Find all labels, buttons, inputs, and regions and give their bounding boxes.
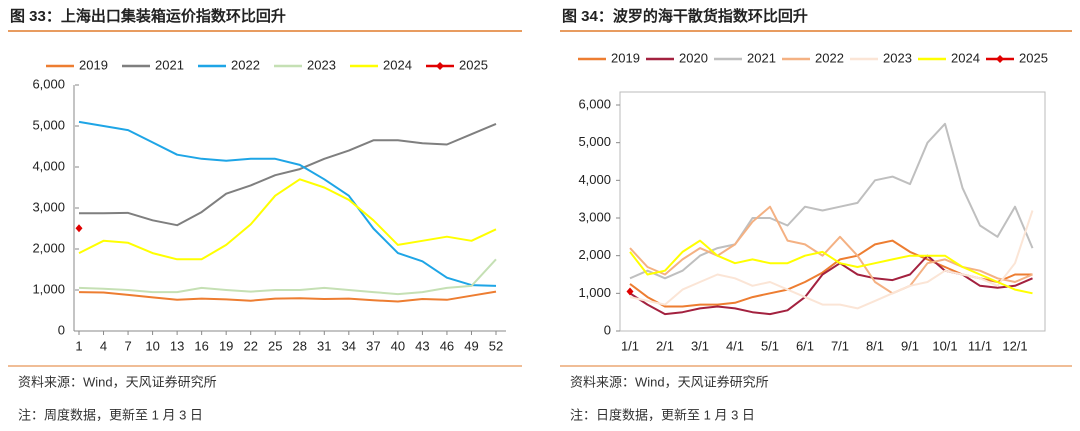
series-line [629, 122, 1034, 280]
y-tick-label: 1,000 [32, 281, 65, 296]
legend-label: 2024 [951, 50, 980, 65]
x-tick-label: 7/1 [831, 338, 849, 353]
legend-label: 2024 [383, 57, 412, 72]
y-tick-label: 5,000 [32, 117, 65, 132]
series-line [629, 239, 1033, 295]
x-tick-label: 10/1 [932, 338, 957, 353]
x-tick-label: 9/1 [901, 338, 919, 353]
y-tick-label: 2,000 [578, 247, 611, 262]
legend-label: 2022 [815, 50, 844, 65]
series-line [78, 120, 497, 287]
data-point [626, 287, 634, 296]
x-tick-label: 6/1 [796, 338, 814, 353]
source: 资料来源：Wind，天风证券研究所 [18, 374, 217, 389]
x-tick-label: 13 [170, 338, 184, 353]
y-tick-label: 4,000 [578, 172, 611, 187]
x-tick-label: 28 [293, 338, 307, 353]
legend-label: 2022 [231, 57, 260, 72]
chart-title: 图 34：波罗的海干散货指数环比回升 [562, 7, 808, 25]
series-line [78, 258, 497, 296]
series-line [78, 290, 497, 303]
legend-label: 2019 [79, 57, 108, 72]
y-tick-label: 1,000 [578, 285, 611, 300]
x-tick-label: 4/1 [726, 338, 744, 353]
x-tick-label: 5/1 [761, 338, 779, 353]
legend-label: 2021 [747, 50, 776, 65]
legend-marker [436, 62, 444, 70]
x-tick-label: 3/1 [691, 338, 709, 353]
series-line [629, 210, 1034, 310]
series-line [78, 178, 497, 261]
x-tick-label: 52 [489, 338, 503, 353]
x-tick-label: 19 [219, 338, 233, 353]
x-tick-label: 7 [124, 338, 131, 353]
y-tick-label: 4,000 [32, 158, 65, 173]
x-tick-label: 16 [194, 338, 208, 353]
x-tick-label: 43 [415, 338, 429, 353]
x-tick-label: 22 [243, 338, 257, 353]
note: 注：日度数据，更新至 1 月 3 日 [570, 407, 755, 422]
x-tick-label: 11/1 [968, 338, 992, 353]
plot-frame [619, 91, 1046, 332]
x-tick-label: 40 [391, 338, 405, 353]
legend-label: 2025 [459, 57, 488, 72]
y-tick-label: 3,000 [32, 199, 65, 214]
series-line [79, 122, 497, 227]
y-tick-label: 0 [604, 322, 611, 337]
y-tick-label: 2,000 [32, 240, 65, 255]
y-tick-label: 6,000 [32, 76, 65, 91]
legend-label: 2023 [307, 57, 336, 72]
x-tick-label: 25 [268, 338, 282, 353]
y-tick-label: 0 [58, 322, 65, 337]
y-tick-label: 3,000 [578, 209, 611, 224]
x-tick-label: 49 [464, 338, 478, 353]
series-line [629, 254, 1033, 316]
x-tick-label: 10 [145, 338, 159, 353]
y-tick-label: 5,000 [578, 134, 611, 149]
x-tick-label: 37 [366, 338, 380, 353]
legend-label: 2019 [611, 50, 640, 65]
x-tick-label: 1/1 [621, 338, 639, 353]
x-tick-label: 4 [100, 338, 107, 353]
x-tick-label: 2/1 [656, 338, 674, 353]
legend-label: 2023 [883, 50, 912, 65]
legend-marker [996, 55, 1004, 63]
series-line [629, 239, 1033, 308]
legend-label: 2025 [1019, 50, 1048, 65]
legend-label: 2020 [679, 50, 708, 65]
x-tick-label: 12/1 [1002, 338, 1027, 353]
source: 资料来源：Wind，天风证券研究所 [570, 374, 769, 389]
y-tick-label: 6,000 [578, 96, 611, 111]
x-tick-label: 34 [342, 338, 356, 353]
x-tick-label: 46 [440, 338, 454, 353]
legend-label: 2021 [155, 57, 184, 72]
note: 注：周度数据，更新至 1 月 3 日 [18, 407, 203, 422]
x-tick-label: 1 [75, 338, 82, 353]
x-tick-label: 8/1 [866, 338, 884, 353]
x-tick-label: 31 [317, 338, 331, 353]
data-point [75, 224, 83, 233]
chart-title: 图 33：上海出口集装箱运价指数环比回升 [10, 7, 286, 25]
